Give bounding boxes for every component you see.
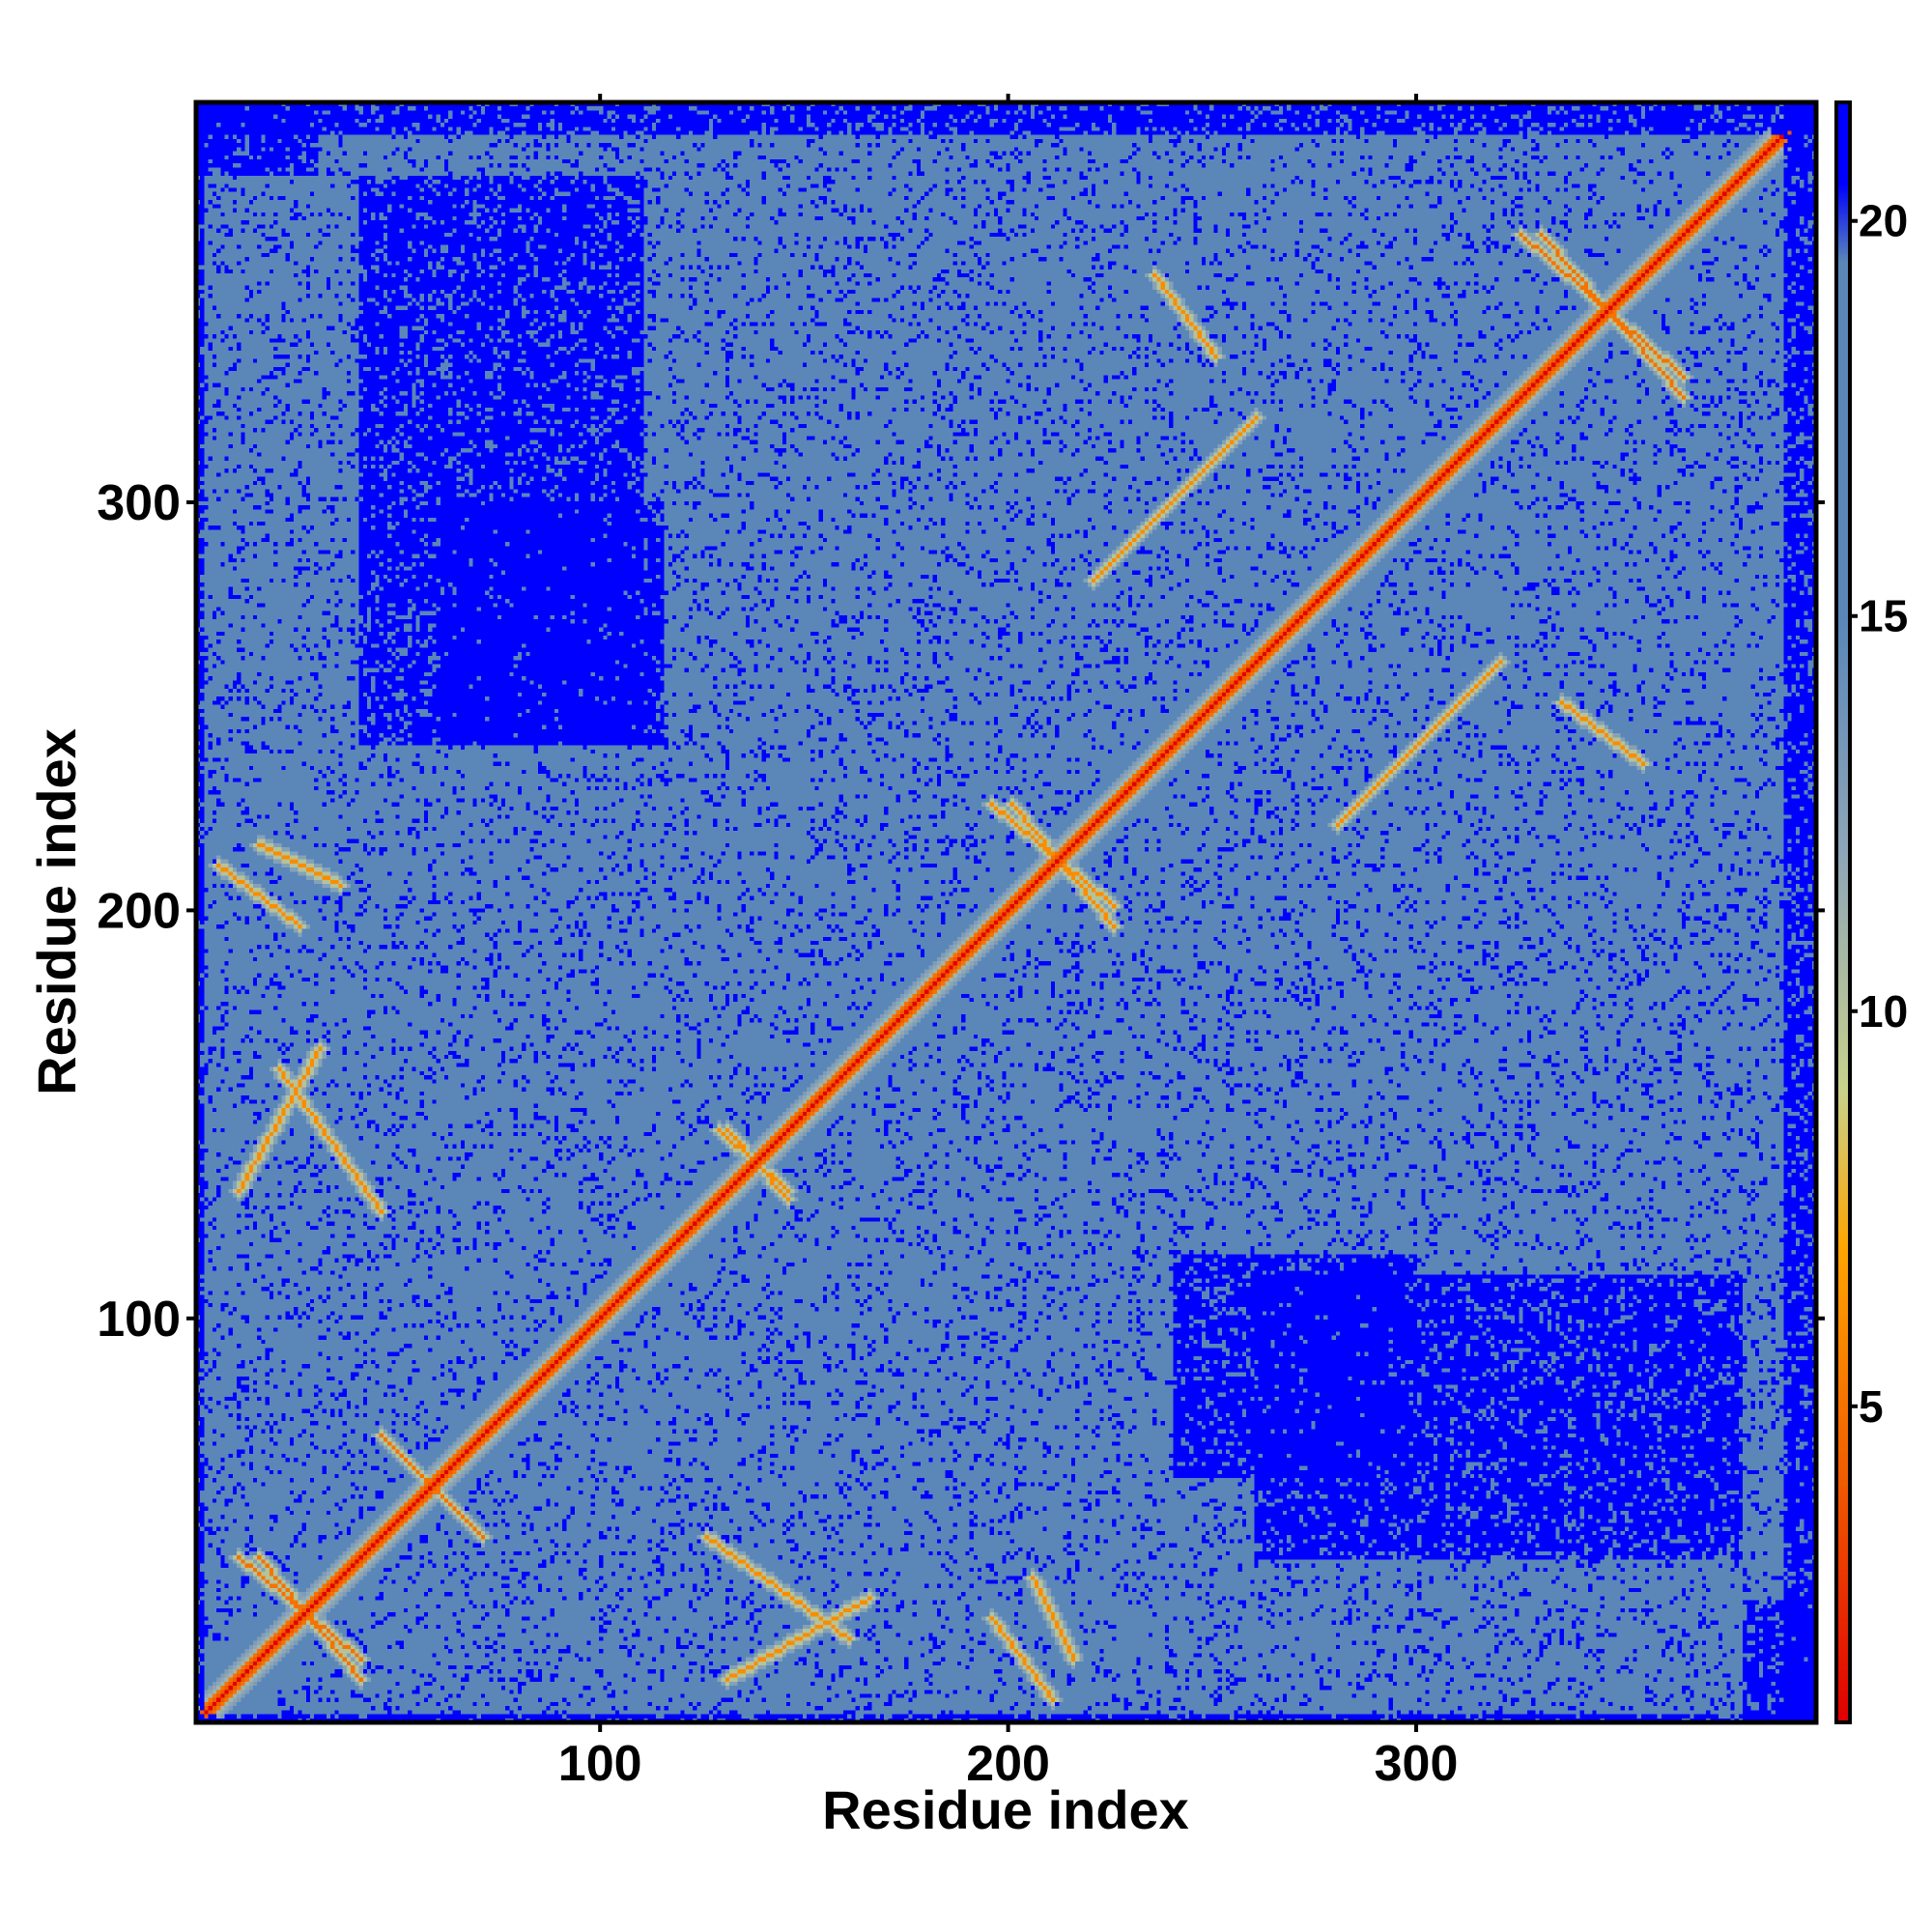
x-tick-label: 200 bbox=[966, 1736, 1050, 1792]
x-tick-label: 300 bbox=[1375, 1736, 1459, 1792]
plot-frame bbox=[193, 99, 1819, 1725]
x-tick-label: 100 bbox=[558, 1736, 642, 1792]
x-axis-label: Residue index bbox=[822, 1779, 1189, 1840]
y-tick-label: 300 bbox=[97, 475, 181, 531]
y-axis-label: Residue index bbox=[26, 728, 87, 1095]
y-tick-label: 100 bbox=[97, 1292, 181, 1348]
colorbar-tick-label: 15 bbox=[1859, 591, 1908, 641]
colorbar-tick-label: 20 bbox=[1859, 196, 1908, 246]
colorbar-tick-label: 5 bbox=[1859, 1381, 1884, 1432]
y-tick-label: 200 bbox=[97, 883, 181, 939]
colorbar-frame bbox=[1834, 100, 1852, 1724]
colorbar-tick-label: 10 bbox=[1859, 986, 1908, 1037]
colorbar-ticks: 5 10 15 20 bbox=[1850, 196, 1908, 1432]
y-axis-ticks: 100 200 300 bbox=[97, 475, 1825, 1348]
x-axis-ticks: 100 200 300 bbox=[558, 94, 1459, 1792]
colorbar-gradient bbox=[1836, 102, 1850, 1722]
heatmap-cells bbox=[196, 102, 1816, 1722]
